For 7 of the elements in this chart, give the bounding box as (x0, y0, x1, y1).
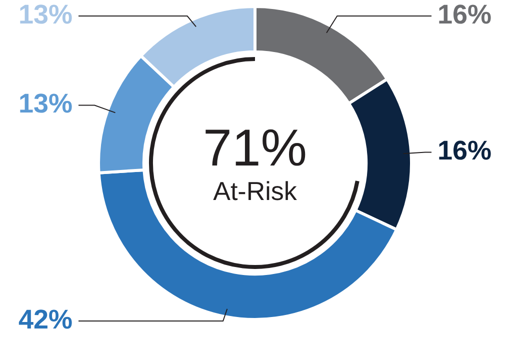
data-label: 13% (18, 88, 72, 119)
text: At-Risk (213, 176, 298, 206)
text: 71% (202, 119, 308, 178)
data-label: 13% (18, 0, 72, 30)
data-label: 42% (18, 304, 72, 334)
data-label: 16% (438, 136, 492, 166)
data-label: 16% (438, 0, 492, 30)
